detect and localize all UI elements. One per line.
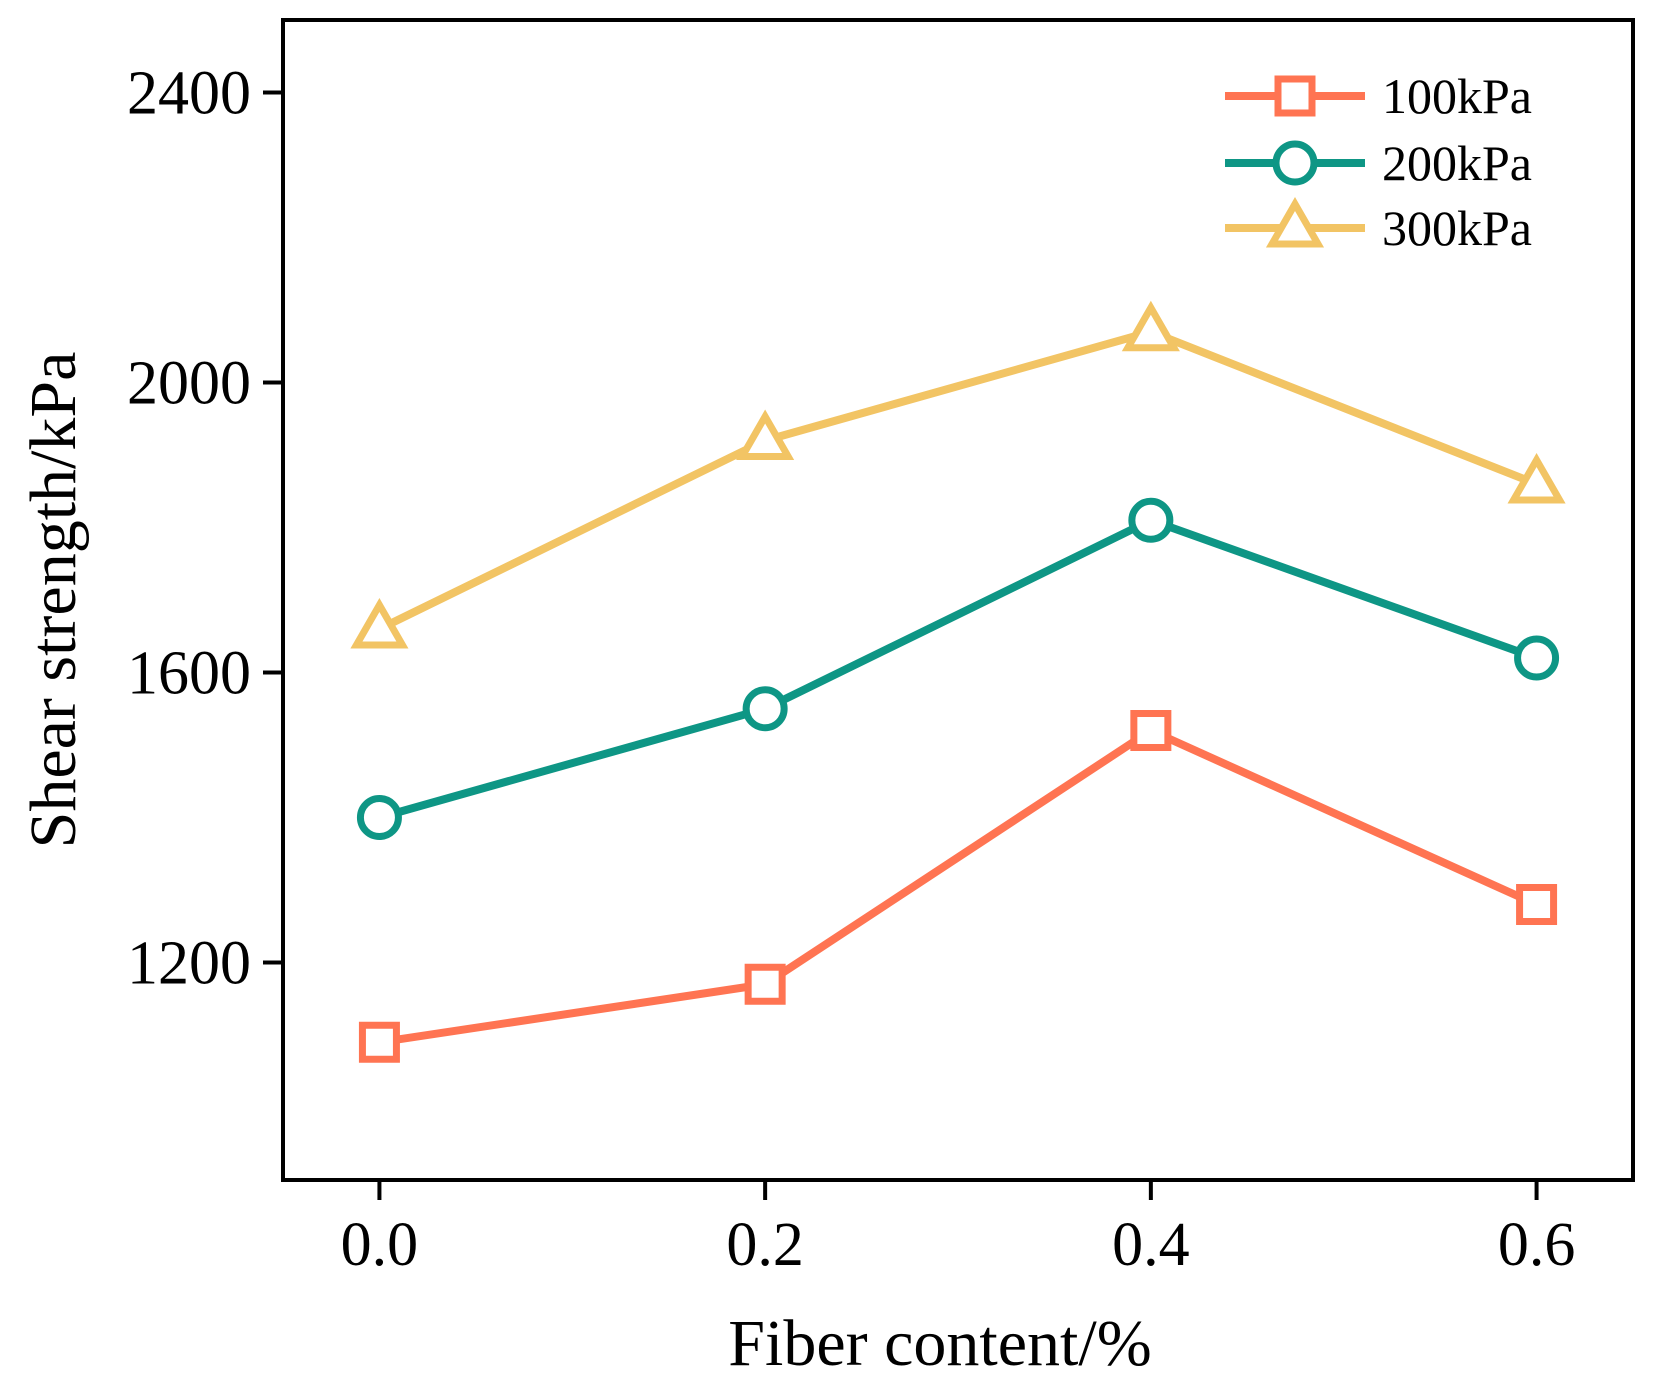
legend-item-100kPa: 100kPa [1225, 68, 1532, 124]
x-tick-label: 0.2 [726, 1211, 804, 1279]
x-tick-label: 0.4 [1112, 1211, 1190, 1279]
series-line-300kPa [377, 327, 1539, 633]
data-point-square [358, 1021, 400, 1063]
y-axis-title: Shear strength/kPa [17, 352, 90, 849]
legend-marker-circle [1272, 140, 1318, 186]
y-tick-label: 1600 [127, 640, 251, 708]
legend: 100kPa 200kPa 300kPa [1225, 68, 1532, 256]
legend-label: 300kPa [1382, 200, 1532, 256]
legend-item-300kPa: 300kPa [1225, 196, 1532, 256]
data-point-circle [1128, 497, 1174, 543]
x-axis-ticks: 0.0 0.2 0.4 0.6 [341, 1180, 1576, 1279]
data-point-square [1130, 710, 1172, 751]
data-point-circle [742, 686, 788, 732]
series-layer [350, 300, 1566, 1063]
x-axis-title: Fiber content/% [728, 1307, 1151, 1380]
data-point-triangle [1121, 300, 1180, 352]
series-line-100kPa [378, 726, 1539, 1047]
data-point-circle [356, 795, 402, 840]
data-point-triangle [350, 597, 409, 649]
y-tick-label: 2000 [127, 350, 251, 418]
series-200kPa [356, 497, 1560, 840]
series-100kPa [358, 710, 1558, 1063]
legend-item-200kPa: 200kPa [1225, 135, 1532, 191]
data-point-square [744, 963, 786, 1005]
legend-marker-square [1274, 75, 1316, 117]
data-point-triangle [736, 409, 795, 460]
data-point-triangle [1507, 452, 1566, 504]
plot-frame [281, 18, 1635, 1182]
x-tick-label: 0.0 [341, 1211, 419, 1279]
y-tick-label: 2400 [127, 60, 251, 128]
series-300kPa [350, 300, 1566, 649]
data-point-circle [1514, 635, 1560, 681]
x-tick-label: 0.6 [1498, 1211, 1576, 1279]
legend-label: 200kPa [1382, 135, 1532, 191]
y-axis-ticks: 1200 1600 2000 2400 [127, 60, 283, 998]
data-point-square [1516, 884, 1558, 925]
series-line-200kPa [378, 516, 1538, 822]
y-tick-label: 1200 [127, 930, 251, 998]
legend-label: 100kPa [1382, 68, 1532, 124]
legend-marker-triangle [1265, 196, 1325, 248]
